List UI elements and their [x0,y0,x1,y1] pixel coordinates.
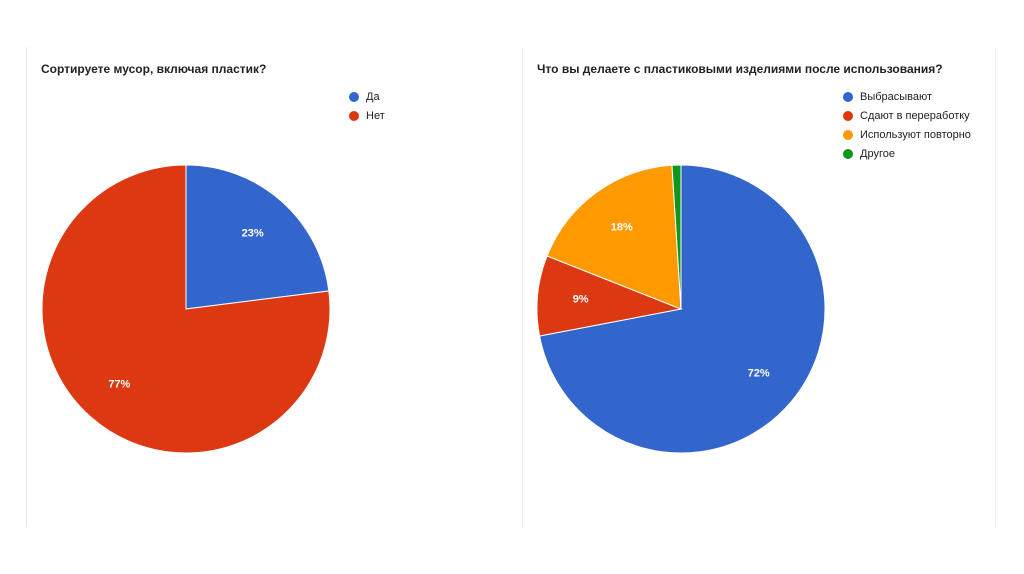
legend-swatch-icon [349,110,359,121]
legend-label: Выбрасывают [860,90,933,103]
legend-swatch-icon [843,110,853,121]
slice-label-выбрасывают: 72% [748,367,770,379]
pie-slice-нет [41,164,331,454]
legend-label: Сдают в переработку [860,109,970,122]
legend: Выбрасывают Сдают в переработку Используют… [843,87,971,163]
slice-label-сдают-в-переработку: 9% [573,294,589,306]
legend-label: Другое [860,147,895,160]
pie-slice-да [185,164,330,310]
legend-item-да: Да [349,87,385,106]
chart-panel-plastic-usage: Что вы делаете с пластиковыми изделиями … [522,47,996,527]
pie-slice-сдают-в-переработку [536,255,683,337]
legend-swatch-icon [843,148,853,159]
legend-swatch-icon [843,91,853,102]
legend-label: Нет [366,109,385,122]
slice-label-нет: 77% [108,379,130,391]
slice-label-используют-повторно: 18% [611,221,633,233]
legend-item-нет: Нет [349,106,385,125]
slice-label-да: 23% [242,227,264,239]
legend: Да Нет [349,87,385,125]
legend-item-сдают-в-переработку: Сдают в переработку [843,106,971,125]
chart-panel-sorting: Сортируете мусор, включая пластик? Да Нет… [26,47,501,527]
chart-title: Что вы делаете с пластиковыми изделиями … [537,62,943,76]
pie-slice-используют-повторно [546,164,682,310]
legend-swatch-icon [843,129,853,140]
legend-swatch-icon [349,91,359,102]
legend-item-другое: Другое [843,144,971,163]
pie-slice-другое [671,164,682,310]
legend-label: Да [366,90,380,103]
pie-chart-sorting: 23% 77% [41,164,331,454]
pie-chart-plastic-usage: 72% 9% 18% [536,164,826,454]
legend-label: Используют повторно [860,128,971,141]
chart-title: Сортируете мусор, включая пластик? [41,62,267,76]
legend-item-выбрасывают: Выбрасывают [843,87,971,106]
legend-item-используют-повторно: Используют повторно [843,125,971,144]
